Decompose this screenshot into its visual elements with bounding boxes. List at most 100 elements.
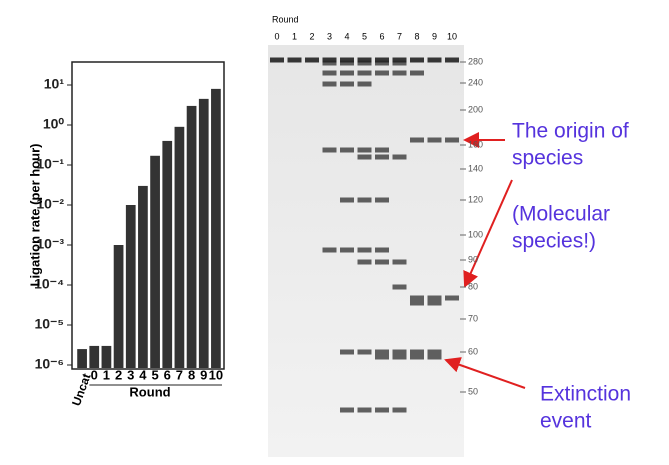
- gel-marker-label: 280: [468, 56, 483, 66]
- gel-band: [427, 137, 442, 143]
- bar: [162, 140, 173, 368]
- gel-band: [410, 349, 424, 360]
- gel-lane-label: 1: [292, 31, 297, 41]
- gel-lane-label: 5: [362, 31, 367, 41]
- gel-band: [375, 247, 389, 253]
- x-tick-label: 10: [209, 367, 223, 382]
- gel-band: [357, 57, 372, 63]
- gel-band: [322, 57, 337, 63]
- y-tick-label: 10⁰: [43, 116, 65, 132]
- bar: [150, 155, 160, 368]
- gel-band: [375, 154, 389, 160]
- gel-band: [392, 70, 407, 76]
- gel-band: [392, 154, 407, 160]
- gel-band: [375, 259, 389, 265]
- annotation: (Molecular: [512, 203, 610, 226]
- bar: [101, 345, 112, 368]
- gel-band: [375, 60, 389, 66]
- x-axis-label: Round: [129, 384, 170, 399]
- gel-band: [427, 57, 442, 63]
- gel-band: [357, 247, 372, 253]
- gel-band: [392, 407, 407, 413]
- gel-band: [357, 81, 372, 87]
- gel-lane-label: 7: [397, 31, 402, 41]
- bar: [113, 245, 124, 368]
- gel-marker-label: 160: [468, 139, 483, 149]
- gel-lane-label: 9: [432, 31, 437, 41]
- gel-band: [410, 57, 424, 63]
- gel-band: [305, 57, 319, 63]
- bar: [211, 88, 221, 368]
- arrow: [444, 357, 526, 389]
- gel-band: [392, 284, 407, 290]
- gel-band: [322, 60, 337, 66]
- gel-lane-label: 0: [274, 31, 279, 41]
- y-tick-label: 10¹: [44, 76, 65, 92]
- gel-band: [322, 81, 337, 87]
- bar: [174, 126, 185, 369]
- gel-band: [340, 147, 354, 153]
- gel-lane-label: 3: [327, 31, 332, 41]
- x-tick-label: 0: [91, 367, 98, 382]
- gel-band: [375, 197, 389, 203]
- gel-lane-label: 4: [344, 31, 349, 41]
- gel-band: [445, 137, 459, 143]
- annotation: The origin of: [512, 120, 629, 143]
- gel-band: [340, 197, 354, 203]
- gel-marker-label: 240: [468, 77, 483, 87]
- x-tick-label: 4: [139, 367, 147, 382]
- gel-band: [340, 247, 354, 253]
- gel-band: [392, 259, 407, 265]
- bar: [138, 185, 148, 368]
- gel-marker-label: 120: [468, 194, 483, 204]
- gel-lane-label: 8: [414, 31, 419, 41]
- plot-frame: [71, 61, 225, 370]
- bar: [125, 205, 136, 368]
- x-tick-label: 9: [200, 367, 207, 382]
- gel-band: [392, 349, 407, 360]
- gel-band: [322, 70, 337, 76]
- bar: [186, 105, 197, 368]
- gel-marker-label: 50: [468, 386, 478, 396]
- gel-band: [322, 147, 337, 153]
- gel-band: [445, 295, 459, 301]
- gel-band: [270, 57, 284, 63]
- gel-band: [375, 147, 389, 153]
- gel-marker-label: 90: [468, 254, 478, 264]
- annotation: event: [540, 410, 592, 433]
- gel-band: [322, 247, 337, 253]
- x-tick-label: 5: [151, 367, 158, 382]
- x-tick-label: 1: [103, 367, 110, 382]
- gel-band: [375, 70, 389, 76]
- gel-band: [357, 197, 372, 203]
- y-axis-label: Ligation rate (per hour): [27, 144, 42, 287]
- gel-band: [410, 70, 424, 76]
- gel-band: [357, 154, 372, 160]
- gel-band: [392, 57, 407, 63]
- y-tick-label: 10⁻³: [36, 236, 64, 252]
- gel-band: [357, 349, 372, 355]
- gel-band: [357, 407, 372, 413]
- gel-band: [287, 57, 302, 63]
- bar: [77, 349, 87, 368]
- gel-band: [340, 81, 354, 87]
- gel-marker-label: 60: [468, 346, 478, 356]
- gel-lane-label: 2: [309, 31, 314, 41]
- gel-band: [410, 295, 424, 306]
- x-tick-label: 3: [127, 367, 134, 382]
- bar: [89, 345, 100, 368]
- gel-band: [340, 57, 354, 63]
- y-tick-label: 10⁻⁴: [34, 276, 64, 292]
- x-tick-label: 2: [115, 367, 122, 382]
- x-tick-label: 6: [164, 367, 171, 382]
- x-tick-label: 7: [176, 367, 183, 382]
- gel-band: [427, 295, 442, 306]
- gel-band: [357, 60, 372, 66]
- gel-band: [375, 407, 389, 413]
- gel-band: [410, 137, 424, 143]
- annotation: species: [512, 147, 583, 170]
- gel-lane-label: 10: [447, 31, 457, 41]
- gel-band: [427, 349, 442, 360]
- gel-marker-label: 70: [468, 313, 478, 323]
